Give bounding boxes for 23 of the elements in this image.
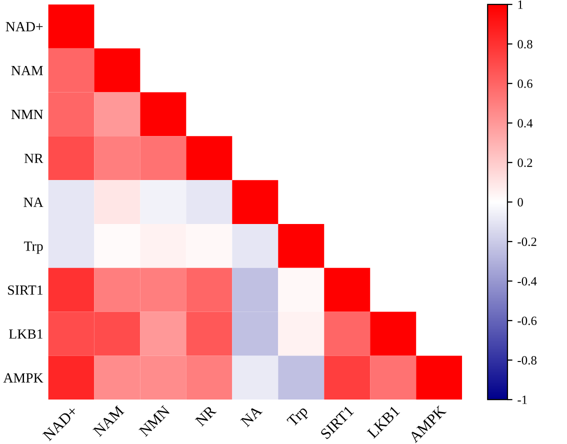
y-tick-label: NR (24, 154, 44, 163)
x-tick-label: NR (194, 404, 217, 427)
y-tick-label: NA (24, 198, 44, 207)
color-bar-label: 1 (518, 0, 523, 9)
x-tick-label: NA (240, 404, 263, 428)
color-bar-label: -0.2 (518, 238, 536, 246)
color-bar-label: -0.6 (518, 316, 537, 326)
y-tick-label: Trp (24, 242, 43, 254)
x-tick-label: Trp (286, 405, 311, 430)
color-bar-label: 0.6 (518, 79, 532, 88)
color-bar-label: 0.4 (518, 119, 533, 128)
y-tick-label: AMPK (3, 373, 44, 382)
y-tick-label: NAD+ (6, 22, 43, 32)
y-tick-label: SIRT1 (8, 285, 42, 295)
color-bar-label: -1 (518, 396, 527, 404)
color-bar-label: 0 (518, 198, 523, 206)
color-bar-label: -0.4 (518, 277, 537, 286)
y-tick-label: NAM (11, 66, 43, 76)
y-tick-label: NMN (11, 110, 44, 120)
y-tick-label: LKB1 (9, 329, 42, 339)
color-bar-label: 0.2 (518, 158, 532, 168)
color-bar-label: 0.8 (518, 40, 532, 48)
color-bar-label: -0.8 (518, 356, 536, 365)
